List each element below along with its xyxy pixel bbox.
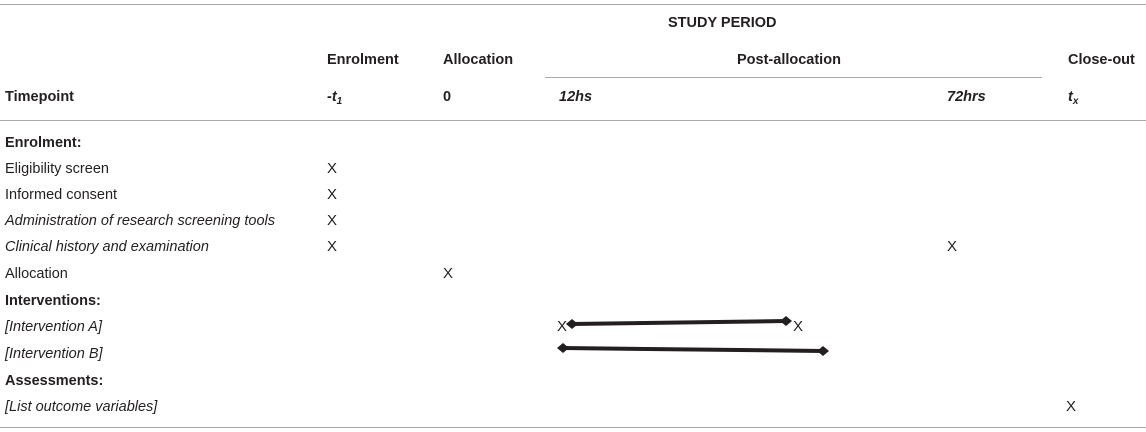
col-close-out: Close-out	[1068, 52, 1135, 68]
mark-clinical-history-72hrs: X	[947, 238, 958, 255]
row-clinical-history-label: Clinical history and examination	[5, 239, 209, 255]
row-outcomes-label: [List outcome variables]	[5, 399, 158, 415]
col-allocation: Allocation	[443, 52, 514, 68]
timepoint-tx-main: t	[1068, 89, 1073, 105]
timepoint-minus-t1-sub: 1	[336, 96, 343, 107]
mark-clinical-history-enrolment: X	[327, 238, 338, 255]
intervention-a-duration-line	[566, 316, 792, 329]
mark-eligibility-enrolment: X	[327, 160, 338, 177]
header-bottom-rule	[0, 120, 1146, 121]
timepoint-72hrs: 72hrs	[947, 89, 986, 105]
row-consent-label: Informed consent	[5, 187, 118, 203]
row-eligibility-label: Eligibility screen	[5, 161, 109, 177]
row-allocation-label: Allocation	[5, 266, 68, 282]
timepoint-minus-t1: -t1	[327, 88, 342, 111]
mark-intervention-a-start: X	[557, 318, 568, 335]
section-assessments: Assessments:	[5, 373, 104, 389]
top-rule	[0, 4, 1146, 5]
col-enrolment: Enrolment	[327, 52, 399, 68]
post-allocation-rule	[545, 77, 1042, 78]
timepoint-tx-sub: x	[1072, 96, 1079, 107]
mark-allocation-zero: X	[443, 265, 454, 282]
mark-screening-tools-enrolment: X	[327, 212, 338, 229]
study-period-heading: STUDY PERIOD	[668, 15, 777, 31]
timepoint-12hs: 12hs	[559, 89, 593, 105]
row-screening-tools-label: Administration of research screening too…	[5, 213, 275, 229]
mark-intervention-a-end: X	[793, 318, 804, 335]
col-post-allocation: Post-allocation	[737, 52, 841, 68]
mark-consent-enrolment: X	[327, 186, 338, 203]
bottom-rule	[0, 427, 1146, 428]
timepoint-zero: 0	[443, 89, 452, 105]
mark-outcomes-close-out: X	[1066, 398, 1077, 415]
row-intervention-a-label: [Intervention A]	[5, 319, 102, 335]
section-enrolment: Enrolment:	[5, 135, 82, 151]
section-interventions: Interventions:	[5, 293, 101, 309]
timepoint-tx: tx	[1068, 88, 1078, 111]
timepoint-label: Timepoint	[5, 89, 75, 105]
intervention-b-duration-line	[557, 343, 829, 356]
row-intervention-b-label: [Intervention B]	[5, 346, 103, 362]
timepoint-minus-t1-main: -t	[327, 89, 337, 105]
